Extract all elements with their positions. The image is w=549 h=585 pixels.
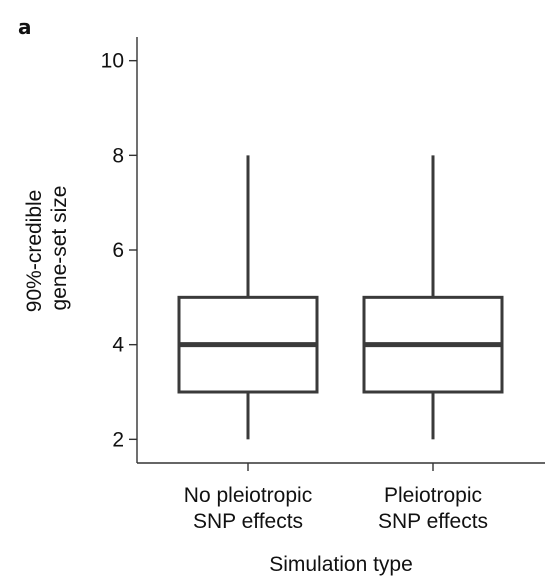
panel-label: a (18, 15, 32, 39)
x-tick-label: Pleiotropic SNP effects (378, 484, 488, 533)
x-tick-label-line: Pleiotropic (384, 484, 482, 507)
box-group (177, 155, 319, 440)
y-tick-label: 8 (112, 144, 124, 167)
x-axis-title: Simulation type (269, 553, 413, 576)
y-tick-label: 6 (112, 239, 124, 262)
x-tick-label-line: No pleiotropic (184, 484, 312, 507)
y-axis-title-line-1: 90%-credible (23, 190, 46, 313)
y-tick-label: 10 (101, 50, 124, 73)
x-tick-label-line: SNP effects (378, 510, 488, 533)
boxes (177, 155, 504, 440)
x-tick-label-line: SNP effects (193, 510, 303, 533)
y-axis-title-line-2: gene-set size (48, 186, 71, 311)
y-tick-label: 4 (112, 334, 124, 357)
x-ticks: No pleiotropic SNP effects Pleiotropic SNP … (184, 463, 488, 533)
x-tick-label: No pleiotropic SNP effects (184, 484, 312, 533)
y-axis-title: 90%-credible gene-set size (23, 184, 71, 312)
y-ticks: 2 4 6 8 10 (101, 50, 137, 451)
y-tick-label: 2 (112, 428, 124, 451)
box-group (362, 155, 504, 440)
